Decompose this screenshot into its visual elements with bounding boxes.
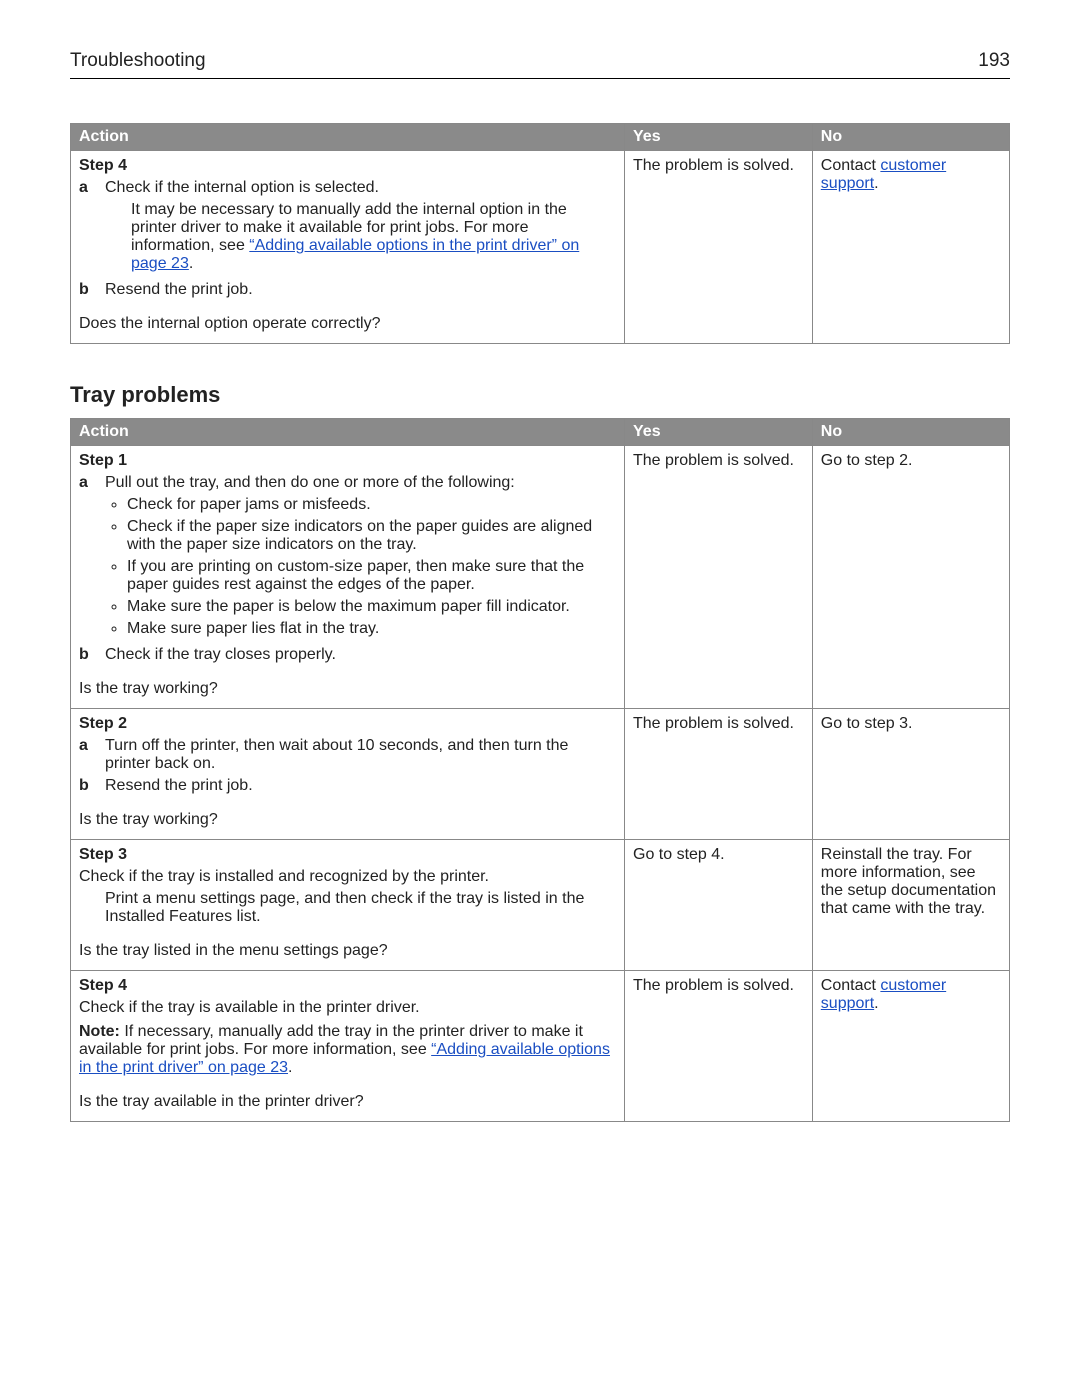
internal-option-table: Action Yes No Step 4 a Check if the inte… (70, 123, 1010, 344)
step-b-text: Resend the print job. (105, 777, 616, 795)
table-header-row: Action Yes No (71, 124, 1010, 151)
no-pre: Contact (821, 157, 881, 174)
no-cell: Reinstall the tray. For more information… (812, 840, 1009, 971)
closing-question: Is the tray listed in the menu settings … (79, 942, 616, 960)
step-b-text: Resend the print job. (105, 281, 616, 299)
action-cell: Step 4 a Check if the internal option is… (71, 151, 625, 344)
action-cell: Step 4 Check if the tray is available in… (71, 971, 625, 1122)
yes-cell: The problem is solved. (625, 971, 813, 1122)
tray-problems-table: Action Yes No Step 1 a Pull out the tray… (70, 418, 1010, 1122)
action-cell: Step 1 a Pull out the tray, and then do … (71, 446, 625, 709)
yes-cell: The problem is solved. (625, 709, 813, 840)
action-cell: Step 2 a Turn off the printer, then wait… (71, 709, 625, 840)
table-row: Step 3 Check if the tray is installed an… (71, 840, 1010, 971)
col-yes: Yes (625, 419, 813, 446)
list-item: Check if the paper size indicators on th… (127, 518, 616, 554)
step-label: Step 1 (79, 452, 616, 470)
closing-question: Is the tray working? (79, 811, 616, 829)
step-a-detail-post: . (189, 255, 193, 272)
page-header: Troubleshooting 193 (70, 50, 1010, 79)
table-header-row: Action Yes No (71, 419, 1010, 446)
yes-cell: The problem is solved. (625, 446, 813, 709)
step-label: Step 2 (79, 715, 616, 733)
col-no: No (812, 419, 1009, 446)
yes-cell: Go to step 4. (625, 840, 813, 971)
no-post: . (874, 175, 878, 192)
no-cell: Go to step 3. (812, 709, 1009, 840)
no-cell: Go to step 2. (812, 446, 1009, 709)
step-b-text: Check if the tray closes properly. (105, 646, 616, 664)
col-yes: Yes (625, 124, 813, 151)
action-cell: Step 3 Check if the tray is installed an… (71, 840, 625, 971)
list-marker-a: a (79, 179, 99, 277)
col-no: No (812, 124, 1009, 151)
list-item: Check for paper jams or misfeeds. (127, 496, 616, 514)
list-marker-b: b (79, 646, 99, 664)
step-a-text: Turn off the printer, then wait about 10… (105, 737, 616, 773)
step3-detail: Print a menu settings page, and then che… (105, 890, 616, 926)
step-label: Step 3 (79, 846, 616, 864)
col-action: Action (71, 419, 625, 446)
note-post: . (288, 1059, 292, 1076)
yes-cell: The problem is solved. (625, 151, 813, 344)
list-item: If you are printing on custom-size paper… (127, 558, 616, 594)
closing-question: Does the internal option operate correct… (79, 315, 616, 333)
step-label: Step 4 (79, 977, 616, 995)
step-a-text: Pull out the tray, and then do one or mo… (105, 474, 515, 491)
list-marker-a: a (79, 474, 99, 642)
table-row: Step 4 Check if the tray is available in… (71, 971, 1010, 1122)
no-pre: Contact (821, 977, 881, 994)
closing-question: Is the tray working? (79, 680, 616, 698)
step1-bullets: Check for paper jams or misfeeds. Check … (105, 496, 616, 638)
list-marker-a: a (79, 737, 99, 773)
note-label: Note: (79, 1023, 120, 1040)
step-label: Step 4 (79, 157, 616, 175)
tray-problems-heading: Tray problems (70, 382, 1010, 408)
no-post: . (874, 995, 878, 1012)
step3-intro: Check if the tray is installed and recog… (79, 868, 616, 886)
no-cell: Contact customer support. (812, 151, 1009, 344)
no-cell: Contact customer support. (812, 971, 1009, 1122)
list-item: Make sure the paper is below the maximum… (127, 598, 616, 616)
table-row: Step 4 a Check if the internal option is… (71, 151, 1010, 344)
table-row: Step 2 a Turn off the printer, then wait… (71, 709, 1010, 840)
list-marker-b: b (79, 777, 99, 795)
list-marker-b: b (79, 281, 99, 299)
section-title: Troubleshooting (70, 50, 206, 72)
col-action: Action (71, 124, 625, 151)
step-a-text: Check if the internal option is selected… (105, 179, 379, 196)
table-row: Step 1 a Pull out the tray, and then do … (71, 446, 1010, 709)
step4-intro: Check if the tray is available in the pr… (79, 999, 616, 1017)
closing-question: Is the tray available in the printer dri… (79, 1093, 616, 1111)
list-item: Make sure paper lies flat in the tray. (127, 620, 616, 638)
page-number: 193 (978, 50, 1010, 72)
